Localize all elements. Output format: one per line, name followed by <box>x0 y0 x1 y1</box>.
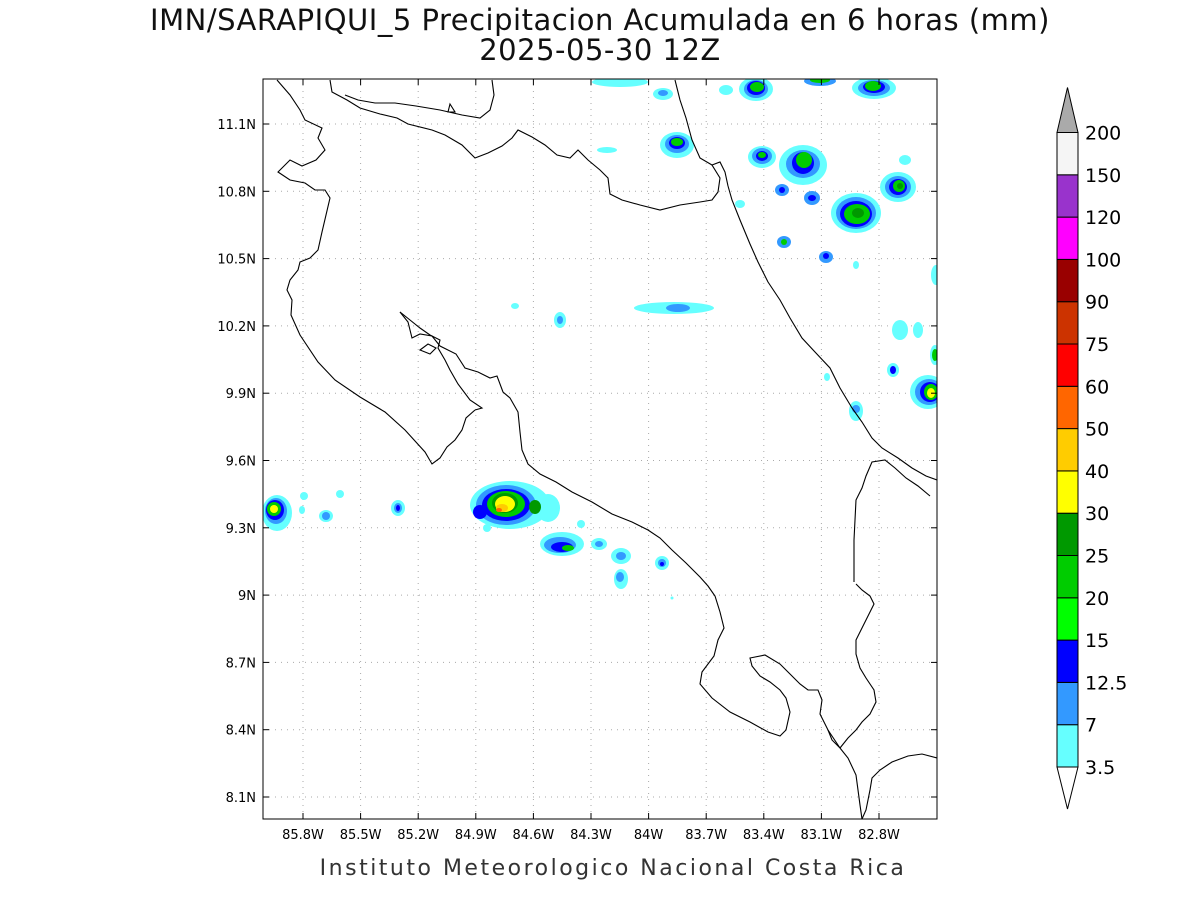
longitude-axis: 85.8W 85.5W 85.2W 84.9W 84.6W 84.3W 84W 83.7W 83… <box>282 79 900 843</box>
colorbar-label: 150 <box>1085 165 1121 187</box>
lat-tick-label: 9.6N <box>226 455 256 470</box>
colorbar-segment <box>1056 343 1079 387</box>
lon-tick-label: 83.7W <box>685 828 727 843</box>
lon-tick-label: 83.1W <box>800 828 842 843</box>
lat-tick-label: 9N <box>238 589 256 604</box>
lon-tick-label: 83.4W <box>743 828 785 843</box>
colorbar-segment <box>1056 639 1079 683</box>
colorbar-label: 3.5 <box>1085 757 1115 779</box>
colorbar-label: 20 <box>1085 588 1109 610</box>
colorbar-label: 200 <box>1085 123 1121 145</box>
map-date: 2025-05-30 12Z <box>479 33 721 67</box>
colorbar-label: 30 <box>1085 503 1109 525</box>
lat-tick-label: 9.3N <box>226 522 256 537</box>
lat-tick-label: 8.4N <box>226 724 256 739</box>
colorbar-label: 25 <box>1085 546 1109 568</box>
colorbar-segment <box>1056 597 1079 641</box>
colorbar-segment <box>1056 258 1079 303</box>
precipitation-field <box>263 79 937 600</box>
lat-tick-label: 8.7N <box>226 656 256 671</box>
lat-tick-label: 10.5N <box>217 253 256 268</box>
colorbar-label: 100 <box>1085 249 1121 271</box>
colorbar-segment <box>1056 470 1079 514</box>
colorbar-segment <box>1056 216 1079 260</box>
colorbar-segment <box>1056 301 1079 345</box>
lon-tick-label: 84.6W <box>512 828 554 843</box>
colorbar-label: 12.5 <box>1085 672 1127 694</box>
colorbar-label: 50 <box>1085 419 1109 441</box>
colorbar-label: 7 <box>1085 715 1097 737</box>
colorbar-segment <box>1056 428 1079 472</box>
colorbar-label: 60 <box>1085 376 1109 398</box>
map-grid <box>263 79 937 819</box>
lon-tick-label: 84.3W <box>570 828 612 843</box>
colorbar-label: 15 <box>1085 630 1109 652</box>
footer-credit: Instituto Meteorologico Nacional Costa R… <box>319 856 907 881</box>
rain-cell <box>592 79 896 101</box>
coastline <box>276 79 937 819</box>
lon-tick-label: 82.8W <box>858 828 900 843</box>
colorbar-segment <box>1056 555 1079 599</box>
lon-tick-label: 85.2W <box>397 828 439 843</box>
colorbar-segment <box>1056 385 1079 430</box>
colorbar: 3.5 7 12.5 15 20 25 30 40 50 60 75 90 100 120 150 200 <box>1056 87 1127 810</box>
colorbar-label: 90 <box>1085 292 1109 314</box>
colorbar-top-arrow <box>1056 87 1079 133</box>
lat-tick-label: 10.2N <box>217 320 256 335</box>
lon-tick-label: 84.9W <box>455 828 497 843</box>
colorbar-label: 40 <box>1085 461 1109 483</box>
lon-tick-label: 84W <box>634 828 664 843</box>
lon-tick-label: 85.8W <box>282 828 324 843</box>
colorbar-segment <box>1056 174 1079 218</box>
rain-cell <box>511 302 937 421</box>
map-title: IMN/SARAPIQUI_5 Precipitacion Acumulada … <box>150 3 1050 37</box>
rain-cell <box>263 481 674 600</box>
colorbar-segment <box>1056 724 1079 768</box>
lat-tick-label: 8.1N <box>226 791 256 806</box>
colorbar-segment <box>1056 132 1079 176</box>
plot-frame <box>262 78 938 820</box>
colorbar-segment <box>1056 512 1079 557</box>
latitude-axis: 11.1N 10.8N 10.5N 10.2N 9.9N 9.6N 9.3N 9N 8.7N 8.… <box>217 118 937 806</box>
lat-tick-label: 10.8N <box>217 185 256 200</box>
colorbar-label: 75 <box>1085 334 1109 356</box>
colorbar-bottom-arrow <box>1056 766 1079 810</box>
lat-tick-label: 11.1N <box>217 118 256 133</box>
colorbar-segment <box>1056 681 1079 726</box>
colorbar-label: 120 <box>1085 207 1121 229</box>
lat-tick-label: 9.9N <box>226 387 256 402</box>
lon-tick-label: 85.5W <box>340 828 382 843</box>
rain-cell <box>597 132 937 285</box>
